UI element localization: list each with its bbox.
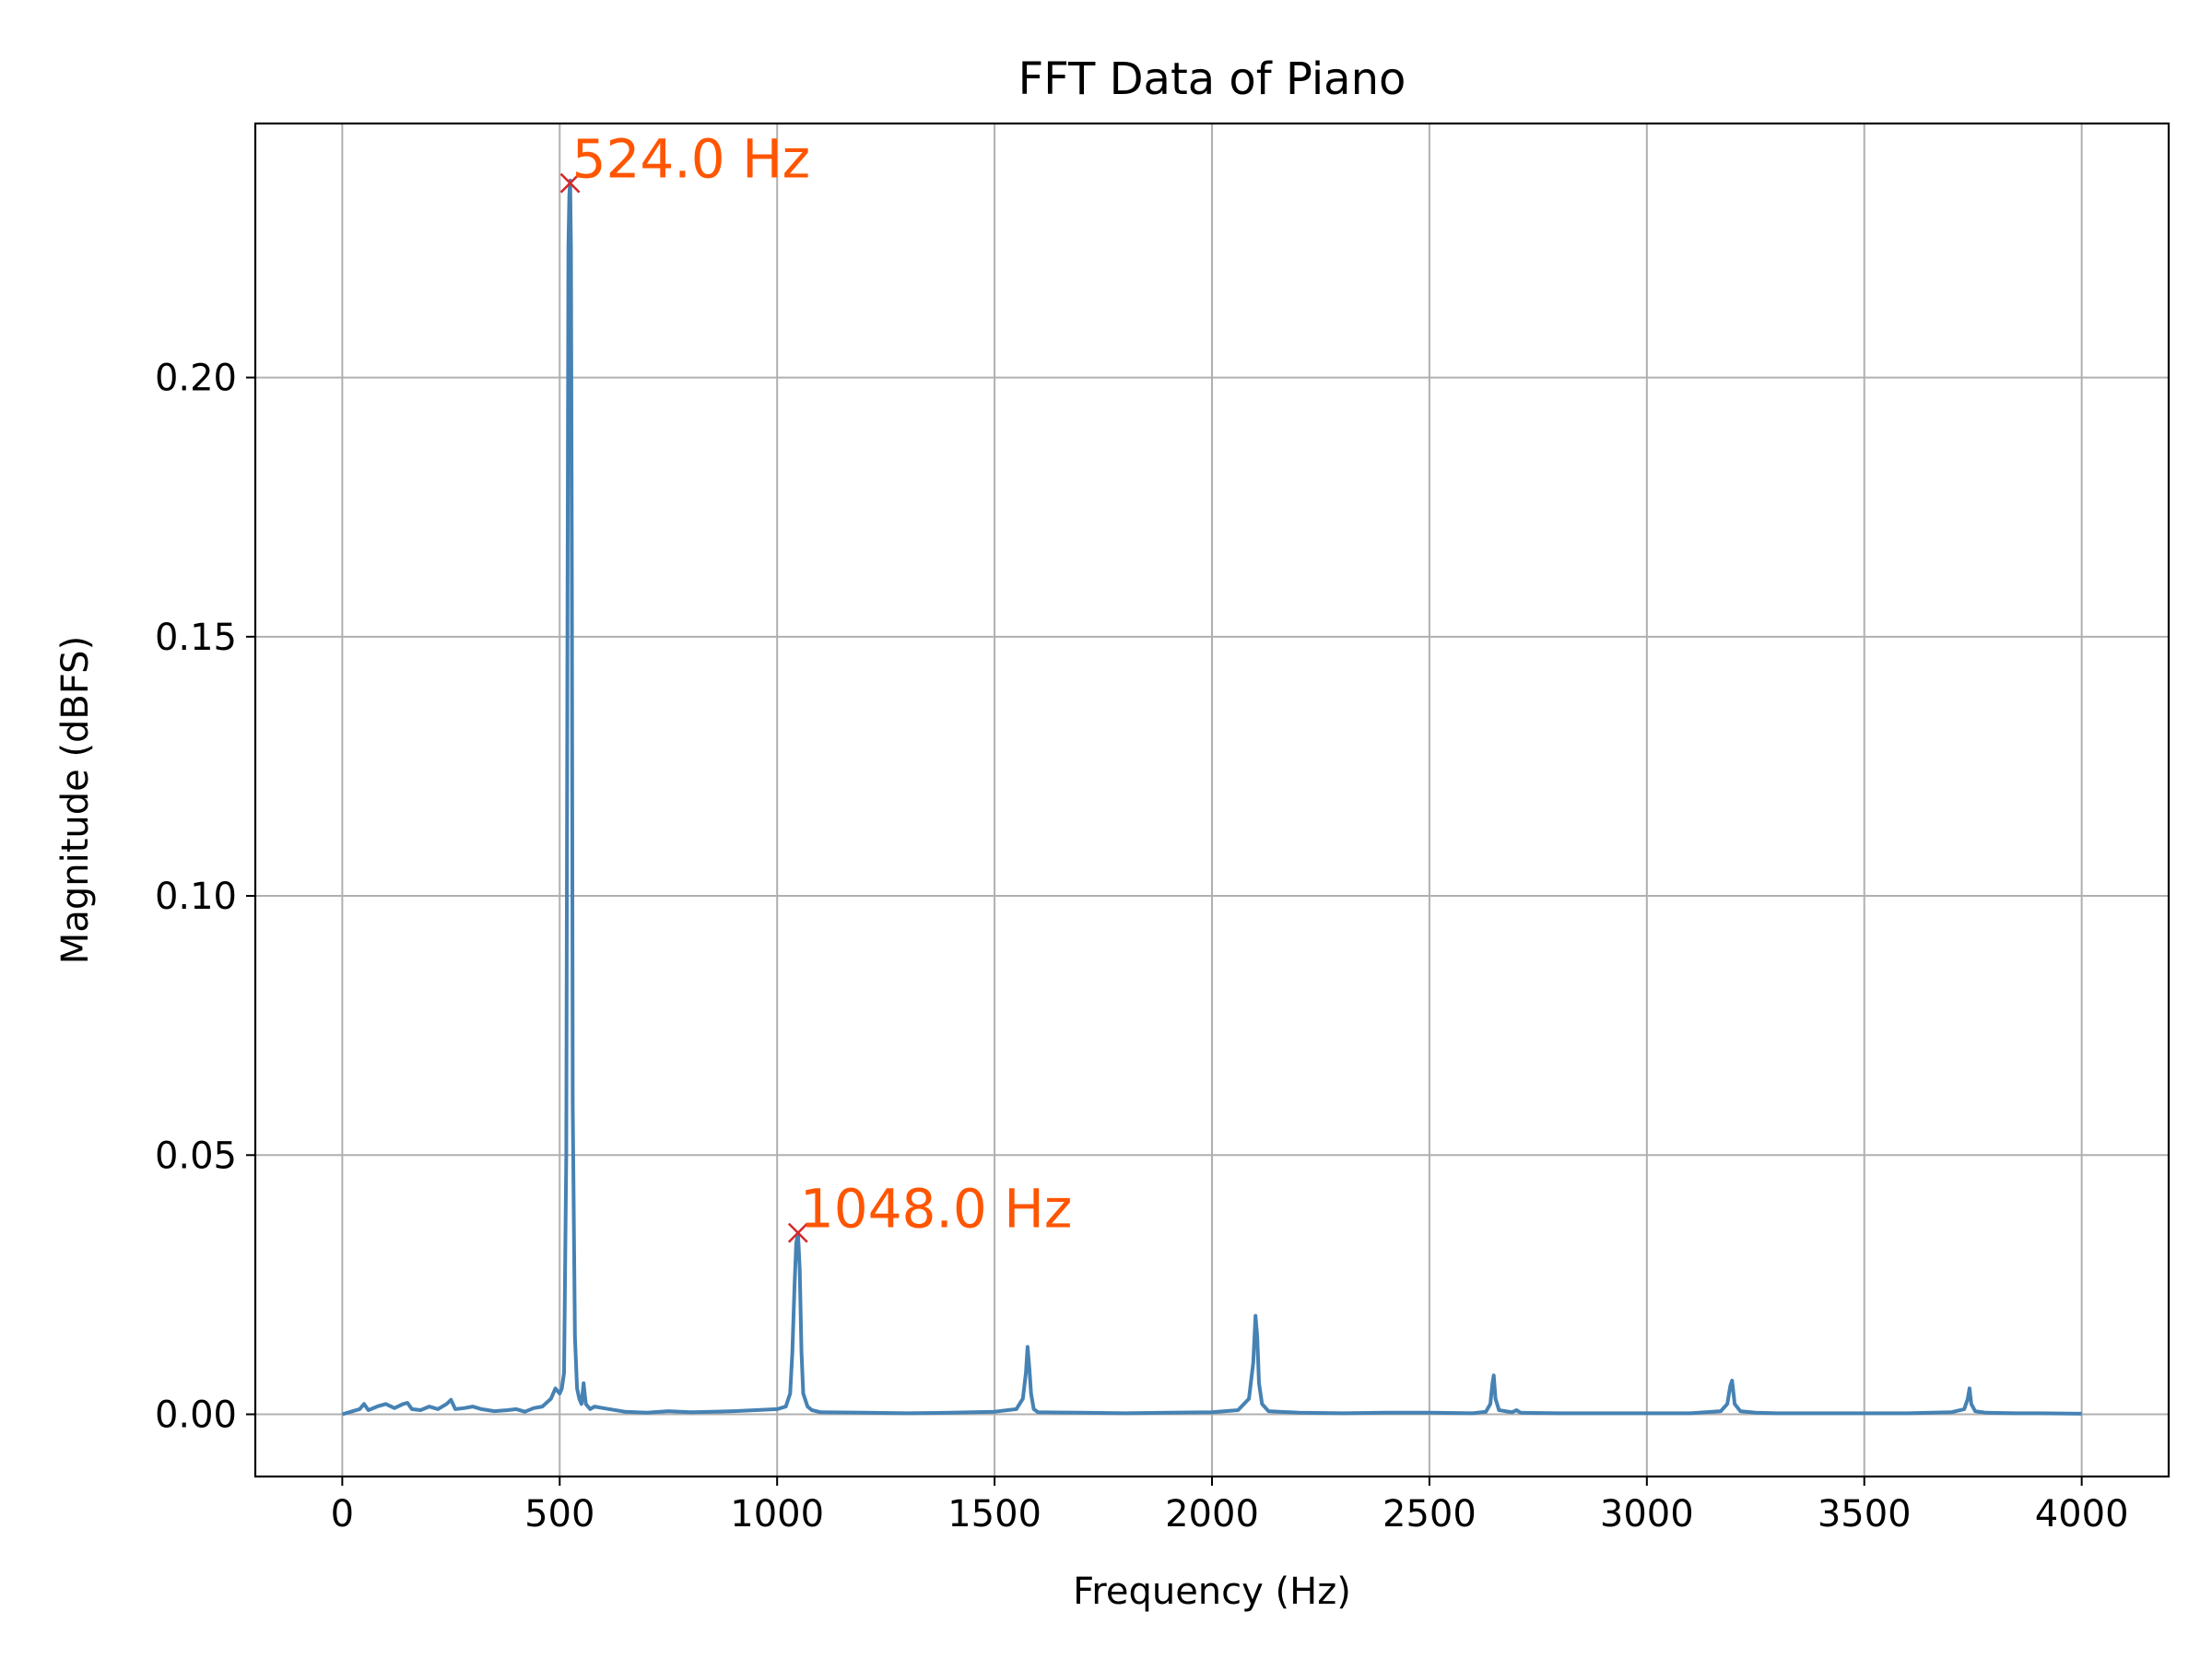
x-tick-label: 3500 [1818, 1493, 1912, 1535]
peak-label: 1048.0 Hz [800, 1178, 1072, 1241]
y-tick-label: 0.00 [155, 1394, 237, 1437]
y-tick-label: 0.05 [155, 1135, 237, 1177]
peak-label: 524.0 Hz [572, 128, 811, 191]
x-tick-label: 4000 [2035, 1493, 2129, 1535]
x-tick-label: 2000 [1165, 1493, 1259, 1535]
y-tick-label: 0.10 [155, 876, 237, 918]
chart-title: FFT Data of Piano [1018, 53, 1406, 105]
x-axis-label: Frequency (Hz) [1073, 1571, 1351, 1613]
x-tick-label: 500 [524, 1493, 594, 1535]
x-tick-label: 2500 [1382, 1493, 1477, 1535]
x-tick-label: 3000 [1600, 1493, 1694, 1535]
y-tick-label: 0.15 [155, 617, 237, 659]
x-tick-label: 0 [331, 1493, 354, 1535]
x-tick-label: 1500 [947, 1493, 1041, 1535]
y-tick-label: 0.20 [155, 358, 237, 400]
y-axis-label: Magnitude (dBFS) [54, 636, 97, 964]
axis-ticks: 0 500 1000 1500 2000 2500 3000 3500 4000 0.00 0.05… [155, 358, 2129, 1535]
plot-data: 524.0 Hz 1048.0 Hz [341, 128, 2082, 1417]
peak-marker [559, 172, 581, 194]
peak-marker [787, 1222, 808, 1243]
x-tick-label: 1000 [730, 1493, 824, 1535]
fft-series-line [341, 178, 2082, 1417]
